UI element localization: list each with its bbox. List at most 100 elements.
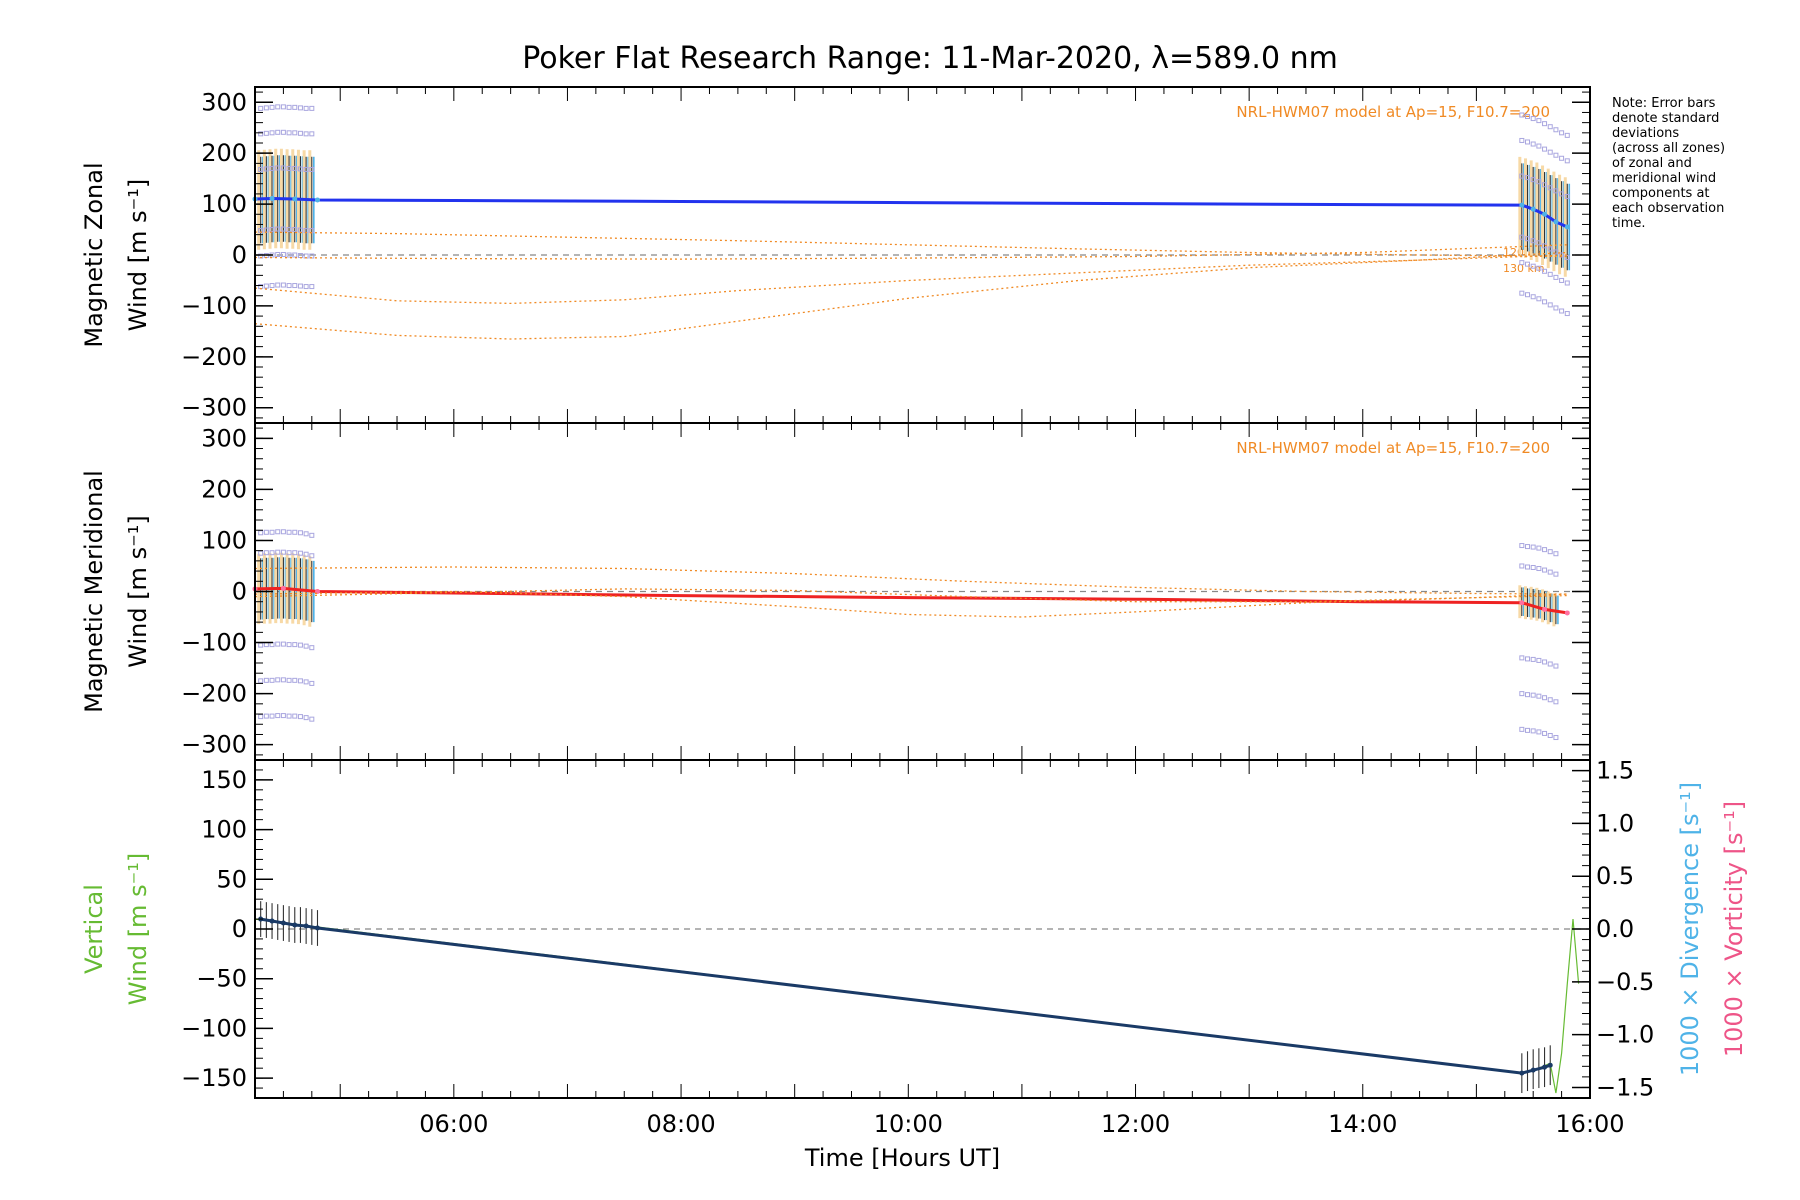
meridional-zone-point <box>1536 693 1542 699</box>
zonal-zone-point <box>1553 274 1559 280</box>
meridional-zone-point <box>269 550 275 556</box>
vertical-data-point <box>303 923 309 929</box>
meridional-zone-point <box>1542 730 1548 736</box>
zonal-zone-point <box>1559 130 1565 136</box>
zonal-zone-point <box>258 166 264 172</box>
zonal-zone-point <box>269 165 275 171</box>
vertical-y2-tick-label: 0.0 <box>1596 915 1634 943</box>
meridional-y-axis-label: Magnetic Meridional <box>80 470 108 713</box>
vertical-y-tick-label: −150 <box>181 1064 247 1092</box>
zonal-zone-point <box>1559 191 1565 197</box>
zonal-zone-point <box>1530 141 1536 147</box>
zonal-zone-point <box>1564 280 1570 286</box>
x-tick-label: 16:00 <box>1555 1110 1624 1138</box>
vertical-data-point <box>314 925 320 931</box>
meridional-zone-point <box>258 550 264 556</box>
zonal-y-axis-label: Wind [m s⁻¹] <box>124 179 152 331</box>
meridional-zone-point <box>286 677 292 683</box>
zonal-zone-point <box>303 166 309 172</box>
zonal-zone-point <box>1564 255 1570 261</box>
meridional-zone-point <box>1542 659 1548 665</box>
zonal-zone-point <box>1564 158 1570 164</box>
meridional-zone-point <box>286 642 292 648</box>
vertical-y-tick-label: −100 <box>181 1014 247 1042</box>
zonal-zone-point <box>1553 188 1559 194</box>
zonal-zone-point <box>280 282 286 288</box>
x-tick-label: 08:00 <box>646 1110 715 1138</box>
zonal-zone-point <box>258 131 264 137</box>
zonal-zone-point <box>292 227 298 233</box>
zonal-zone-point <box>1559 155 1565 161</box>
meridional-zone-point <box>1553 551 1559 557</box>
zonal-zone-point <box>1547 149 1553 155</box>
zonal-zone-point <box>1525 114 1531 120</box>
meridional-y-axis-label: Wind [m s⁻¹] <box>124 515 152 667</box>
zonal-zone-point <box>269 104 275 110</box>
meridional-zone-point <box>309 680 315 686</box>
zonal-zone-point <box>1553 249 1559 255</box>
x-tick-label: 14:00 <box>1328 1110 1397 1138</box>
meridional-zone-point <box>263 550 269 556</box>
meridional-zone-point <box>258 530 264 536</box>
zonal-zone-point <box>1542 268 1548 274</box>
vertical-y2-tick-label: −1.5 <box>1596 1073 1654 1101</box>
zonal-zone-point <box>1536 179 1542 185</box>
zonal-data-point <box>314 197 320 203</box>
zonal-zone-point <box>1547 185 1553 191</box>
meridional-zone-point <box>1530 692 1536 698</box>
zonal-zone-point <box>297 283 303 289</box>
zonal-zone-point <box>292 104 298 110</box>
meridional-zone-point <box>280 677 286 683</box>
meridional-zone-point <box>1553 571 1559 577</box>
zonal-series-model-line <box>254 251 1568 305</box>
meridional-zone-point <box>275 549 281 555</box>
meridional-zone-point <box>275 641 281 647</box>
meridional-zone-point <box>309 553 315 559</box>
meridional-zone-point <box>1536 729 1542 735</box>
zonal-zone-point <box>1553 127 1559 133</box>
zonal-zone-point <box>275 282 281 288</box>
vertical-y2-tick-label: −1.0 <box>1596 1021 1654 1049</box>
vertical-y-axis-label: Vertical <box>80 884 108 974</box>
x-tick-label: 12:00 <box>1101 1110 1170 1138</box>
zonal-zone-point <box>1559 308 1565 314</box>
zonal-zone-point <box>280 165 286 171</box>
zonal-zone-point <box>1530 177 1536 183</box>
plot-layer: 300 200 100 0 −100 −200 −300 Magnetic Zonal Wind… <box>80 86 1748 1172</box>
zonal-zone-point <box>297 105 303 111</box>
meridional-zone-point <box>1536 657 1542 663</box>
vertical-y-tick-label: −50 <box>196 965 247 993</box>
meridional-zone-point <box>303 643 309 649</box>
zonal-zone-point <box>297 130 303 136</box>
zonal-zone-point <box>263 283 269 289</box>
zonal-zone-point <box>309 166 315 172</box>
vertical-y-tick-label: 100 <box>201 816 247 844</box>
zonal-zone-point <box>292 283 298 289</box>
zonal-zone-point <box>309 131 315 137</box>
zonal-zone-point <box>1519 290 1525 296</box>
zonal-zone-point <box>1564 311 1570 317</box>
meridional-data-point <box>1519 600 1525 606</box>
zonal-zone-point <box>297 166 303 172</box>
meridional-zone-point <box>1547 732 1553 738</box>
meridional-y-tick-label: −300 <box>181 731 247 759</box>
note-line-6: meridional wind <box>1612 171 1716 186</box>
x-tick-label: 06:00 <box>419 1110 488 1138</box>
meridional-zone-point <box>263 713 269 719</box>
note-line-2: denote standard <box>1612 111 1719 126</box>
zonal-series-model-line <box>254 244 1568 260</box>
zonal-zone-point <box>309 105 315 111</box>
zonal-zone-point <box>269 283 275 289</box>
zonal-data-point <box>1542 211 1548 217</box>
zonal-zone-point <box>1547 271 1553 277</box>
vertical-y2-tick-label: 0.5 <box>1596 862 1634 890</box>
meridional-y-tick-label: 0 <box>232 578 247 606</box>
note-line-3: deviations <box>1612 126 1679 141</box>
zonal-zone-point <box>1519 173 1525 179</box>
zonal-zone-point <box>280 129 286 135</box>
zonal-zone-point <box>1525 139 1531 145</box>
meridional-zone-point <box>263 529 269 535</box>
meridional-zone-point <box>297 642 303 648</box>
meridional-zone-point <box>1547 549 1553 555</box>
